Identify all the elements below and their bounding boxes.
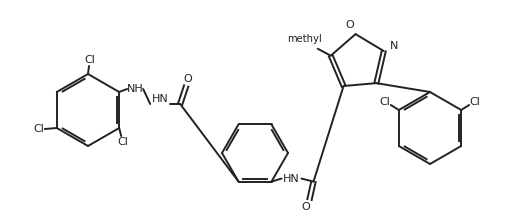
Text: N: N xyxy=(390,41,398,51)
Text: methyl: methyl xyxy=(287,34,322,44)
Text: Cl: Cl xyxy=(34,124,44,134)
Text: HN: HN xyxy=(152,94,169,104)
Text: Cl: Cl xyxy=(85,55,95,65)
Text: O: O xyxy=(345,20,354,30)
Text: Cl: Cl xyxy=(470,97,480,107)
Text: NH: NH xyxy=(127,84,143,94)
Text: O: O xyxy=(184,74,192,84)
Text: Cl: Cl xyxy=(379,97,390,107)
Text: O: O xyxy=(301,201,310,212)
Text: Cl: Cl xyxy=(118,137,128,147)
Text: HN: HN xyxy=(283,174,300,184)
